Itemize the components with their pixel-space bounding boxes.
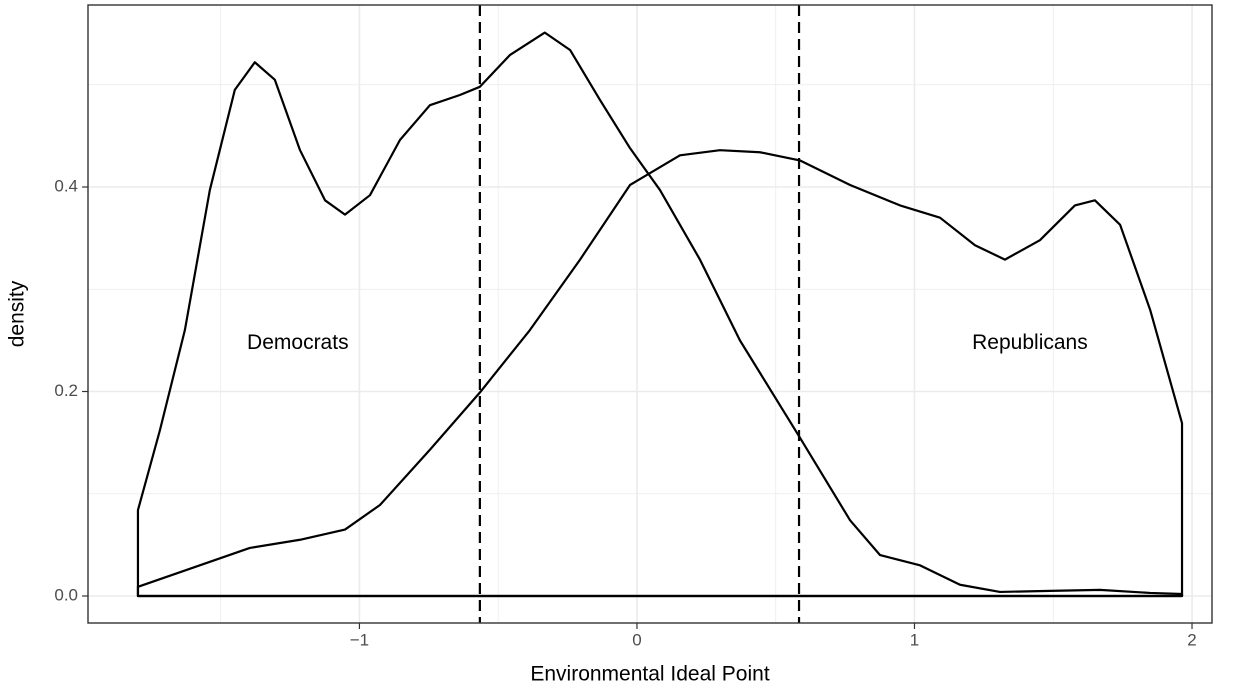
y-tick-label: 0.4 (54, 176, 78, 195)
panel-border (87, 4, 1213, 624)
x-tick-label: 0 (632, 630, 641, 649)
x-axis-title: Environmental Ideal Point (530, 663, 769, 686)
annotation: Republicans (972, 331, 1088, 354)
density-curve (136, 31, 1184, 598)
x-tick-label: −1 (350, 630, 369, 649)
y-tick-label: 0.0 (54, 585, 78, 604)
y-tick-label: 0.2 (54, 381, 78, 400)
density-curve (136, 149, 1184, 598)
annotation: Democrats (247, 331, 349, 354)
x-tick-label: 1 (910, 630, 919, 649)
y-axis-title: density (6, 280, 29, 347)
x-tick-label: 2 (1187, 630, 1196, 649)
